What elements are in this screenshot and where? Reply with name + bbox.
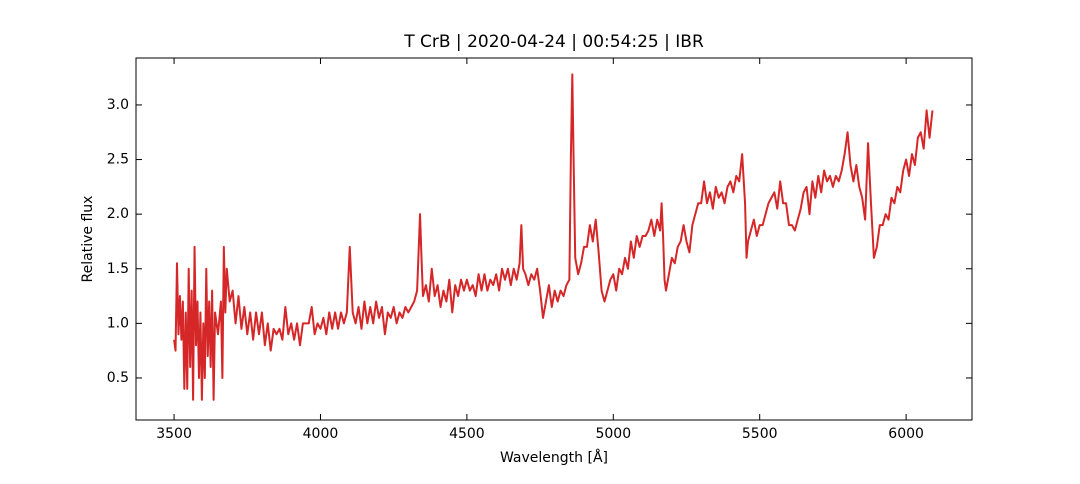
spectrum-line [173,73,934,401]
x-tick-label: 5000 [595,426,631,442]
x-tick-label: 4500 [449,426,485,442]
x-axis-label: Wavelength [Å] [500,449,608,466]
chart-title: T CrB | 2020-04-24 | 00:54:25 | IBR [403,32,704,52]
y-tick-label: 2.0 [107,206,129,222]
x-tick-label: 4000 [303,426,339,442]
y-tick-label: 1.5 [107,261,129,277]
y-tick-label: 2.5 [107,152,129,168]
y-tick-label: 3.0 [107,97,129,113]
y-tick-label: 1.0 [107,315,129,331]
y-tick-label: 0.5 [107,370,129,386]
plot-frame [135,57,973,421]
x-tick-label: 5500 [742,426,778,442]
x-tick-label: 6000 [888,426,924,442]
x-tick-label: 3500 [156,426,192,442]
y-axis-label: Relative flux [80,196,96,283]
